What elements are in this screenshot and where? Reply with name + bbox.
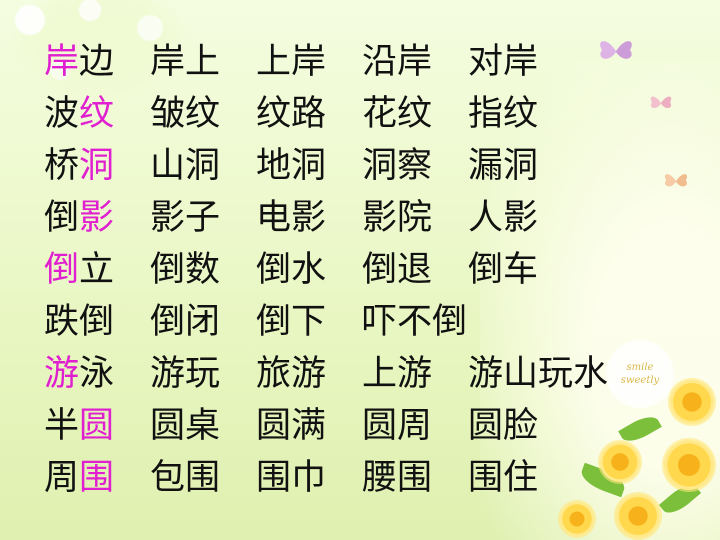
vocab-word: 山洞 bbox=[150, 146, 221, 186]
head-char: 立 bbox=[79, 250, 115, 290]
vocab-word: 洞察 bbox=[362, 146, 433, 186]
vocab-word: 指纹 bbox=[468, 94, 539, 134]
badge-line-1: smile bbox=[626, 362, 654, 373]
vocab-word: 倒车 bbox=[468, 250, 539, 290]
vocab-word: 包围 bbox=[150, 458, 221, 498]
word-row: 桥洞 山洞 地洞 洞察 漏洞 bbox=[0, 144, 720, 194]
word-row: 周围 包围 围巾 腰围 围住 bbox=[0, 456, 720, 506]
vocab-word: 影院 bbox=[362, 198, 433, 238]
head-char: 倒 bbox=[44, 198, 80, 238]
head-char: 倒 bbox=[79, 302, 115, 342]
highlighted-char: 岸 bbox=[44, 42, 80, 82]
vocab-word: 人影 bbox=[468, 198, 539, 238]
flower-icon bbox=[560, 502, 594, 536]
word-row: 倒影 影子 电影 影院 人影 bbox=[0, 196, 720, 246]
head-word: 岸边 bbox=[44, 40, 114, 84]
word-row: 游泳 游玩 旅游 上游 游山玩水 bbox=[0, 352, 720, 402]
highlighted-char: 游 bbox=[44, 354, 80, 394]
vocab-word: 圆桌 bbox=[150, 406, 221, 446]
vocab-word: 对岸 bbox=[468, 42, 539, 82]
vocab-word: 倒数 bbox=[150, 250, 221, 290]
vocab-word: 上游 bbox=[362, 354, 433, 394]
vocab-word: 腰围 bbox=[362, 458, 433, 498]
flower-icon bbox=[664, 440, 714, 490]
head-char: 波 bbox=[44, 94, 80, 134]
vocab-word: 圆脸 bbox=[468, 406, 539, 446]
background-flowers-top-left bbox=[0, 0, 200, 110]
vocab-word: 岸上 bbox=[150, 42, 221, 82]
head-word: 跌倒 bbox=[44, 300, 114, 344]
vocab-word: 游山玩水 bbox=[468, 354, 609, 394]
head-word: 游泳 bbox=[44, 352, 114, 396]
flower-icon bbox=[600, 442, 640, 482]
head-word: 倒立 bbox=[44, 248, 114, 292]
highlighted-char: 倒 bbox=[44, 250, 80, 290]
flower-icon bbox=[616, 494, 660, 538]
vocab-word: 纹路 bbox=[256, 94, 327, 134]
vocab-word: 影子 bbox=[150, 198, 221, 238]
vocab-word: 倒水 bbox=[256, 250, 327, 290]
word-row: 岸边 岸上 上岸 沿岸 对岸 bbox=[0, 40, 720, 90]
head-word: 桥洞 bbox=[44, 144, 114, 188]
vocab-word: 圆满 bbox=[256, 406, 327, 446]
vocab-word: 倒下 bbox=[256, 302, 327, 342]
word-row: 波纹 皱纹 纹路 花纹 指纹 bbox=[0, 92, 720, 142]
vocab-word: 花纹 bbox=[362, 94, 433, 134]
vocab-word: 倒闭 bbox=[150, 302, 221, 342]
highlighted-char: 围 bbox=[79, 458, 115, 498]
highlighted-char: 圆 bbox=[79, 406, 115, 446]
flower-icon bbox=[670, 380, 714, 424]
head-word: 波纹 bbox=[44, 92, 114, 136]
word-row: 跌倒 倒闭 倒下 吓不倒 bbox=[0, 300, 720, 350]
vocab-word: 地洞 bbox=[256, 146, 327, 186]
head-word: 倒影 bbox=[44, 196, 114, 240]
vocab-word: 围住 bbox=[468, 458, 539, 498]
head-word: 周围 bbox=[44, 456, 114, 500]
head-char: 半 bbox=[44, 406, 80, 446]
butterfly-icon bbox=[650, 96, 672, 109]
vocab-word: 游玩 bbox=[150, 354, 221, 394]
vocab-word: 电影 bbox=[256, 198, 327, 238]
smile-sweetly-badge: smile sweetly bbox=[606, 340, 674, 408]
vocab-word: 吓不倒 bbox=[362, 302, 468, 342]
head-char: 泳 bbox=[79, 354, 115, 394]
vocab-word: 皱纹 bbox=[150, 94, 221, 134]
head-char: 边 bbox=[79, 42, 115, 82]
word-row: 半圆 圆桌 圆满 圆周 圆脸 bbox=[0, 404, 720, 454]
vocab-word: 倒退 bbox=[362, 250, 433, 290]
vocab-word: 沿岸 bbox=[362, 42, 433, 82]
head-char: 周 bbox=[44, 458, 80, 498]
head-char: 桥 bbox=[44, 146, 80, 186]
word-row: 倒立 倒数 倒水 倒退 倒车 bbox=[0, 248, 720, 298]
flower-decoration bbox=[560, 380, 720, 540]
butterfly-icon bbox=[664, 174, 688, 187]
vocab-word: 旅游 bbox=[256, 354, 327, 394]
vocab-word: 圆周 bbox=[362, 406, 433, 446]
head-char: 跌 bbox=[44, 302, 80, 342]
highlighted-char: 影 bbox=[79, 198, 115, 238]
vocab-word: 上岸 bbox=[256, 42, 327, 82]
badge-line-2: sweetly bbox=[620, 375, 660, 386]
vocab-word: 围巾 bbox=[256, 458, 327, 498]
highlighted-char: 纹 bbox=[79, 94, 115, 134]
highlighted-char: 洞 bbox=[79, 146, 115, 186]
vocab-word: 漏洞 bbox=[468, 146, 539, 186]
head-word: 半圆 bbox=[44, 404, 114, 448]
butterfly-icon bbox=[600, 41, 632, 59]
